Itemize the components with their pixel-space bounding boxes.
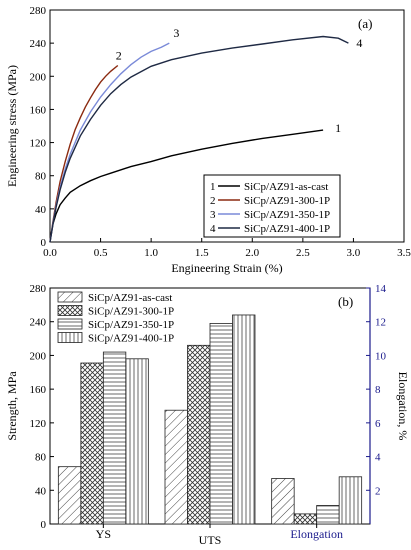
y-axis-title-b-right: Elongation, % xyxy=(396,372,410,441)
x-tick-label-b: UTS xyxy=(199,533,222,547)
y-tick-label-a: 80 xyxy=(35,171,47,183)
legend-a: 1 SiCp/AZ91-as-cast 2 SiCp/AZ91-300-1P 3 SiCp… xyxy=(203,174,341,238)
legend-marker-a: 4 xyxy=(210,223,216,235)
x-tick-label-a: 1.5 xyxy=(195,247,209,259)
y-tick-label-a: 240 xyxy=(30,38,47,50)
legend-swatch-b xyxy=(57,291,83,303)
x-tick-label-a: 0.0 xyxy=(43,247,57,259)
y-tick-label-b-right: 8 xyxy=(375,384,381,396)
y-tick-label-b-right: 4 xyxy=(375,452,381,464)
y-tick-label-b: 160 xyxy=(30,384,47,396)
x-tick-label-a: 3.0 xyxy=(347,247,361,259)
y-tick-label-b: 120 xyxy=(30,418,47,430)
x-axis-title-a: Engineering Strain (%) xyxy=(171,261,282,275)
plot-frame-a xyxy=(49,9,405,243)
y-tick-label-a: 120 xyxy=(30,138,47,150)
y-axis-title-a: Engineering stress (MPa) xyxy=(5,65,19,187)
y-tick-label-b: 200 xyxy=(30,350,47,362)
y-tick-label-b: 80 xyxy=(35,452,47,464)
x-tick-label-a: 1.0 xyxy=(144,247,158,259)
legend-label-a: SiCp/AZ91-400-1P xyxy=(244,223,330,235)
y-axis-title-b: Strength, MPa xyxy=(5,371,19,441)
x-tick-label-b: Elongation xyxy=(290,527,343,541)
curve-marker-4: 4 xyxy=(356,36,362,50)
x-tick-label-a: 2.5 xyxy=(296,247,310,259)
legend-label-b: SiCp/AZ91-as-cast xyxy=(88,292,172,304)
y-tick-label-a: 160 xyxy=(30,104,47,116)
legend-label-b: SiCp/AZ91-350-1P xyxy=(88,319,174,331)
series-line-2 xyxy=(49,64,119,243)
y-tick-label-b: 280 xyxy=(30,283,47,295)
legend-marker-a: 1 xyxy=(210,181,216,193)
bar-elongation-3 xyxy=(316,505,340,525)
y-tick-label-a: 0 xyxy=(41,237,47,249)
series-line-4 xyxy=(49,35,349,243)
y-tick-label-a: 280 xyxy=(30,5,47,17)
x-tick-label-a: 2.0 xyxy=(245,247,259,259)
bar-uts-1 xyxy=(164,409,188,525)
legend-marker-a: 3 xyxy=(210,209,216,221)
curve-markers-a: 1 2 3 4 xyxy=(116,26,363,135)
x-tick-label-b: YS xyxy=(96,527,111,541)
y-tick-label-b-right: 10 xyxy=(375,350,387,362)
bar-elongation-4 xyxy=(338,476,363,525)
bar-elongation-1 xyxy=(271,478,295,525)
legend-swatch-b xyxy=(57,332,83,343)
bar-ys-2 xyxy=(80,362,104,525)
legend-swatch-b xyxy=(57,305,83,316)
curve-marker-2: 2 xyxy=(116,49,122,63)
bar-ys-1 xyxy=(57,466,82,525)
bar-uts-2 xyxy=(187,344,211,525)
y-tick-label-b-right: 2 xyxy=(375,485,381,497)
x-tick-label-a: 3.5 xyxy=(397,247,411,259)
bar-ys-3 xyxy=(102,351,127,525)
legend-label-a: SiCp/AZ91-300-1P xyxy=(244,195,330,207)
y-tick-label-b-right: 12 xyxy=(375,317,386,329)
bar-uts-3 xyxy=(209,322,233,525)
bars-b xyxy=(57,314,363,525)
bar-ys-4 xyxy=(125,358,149,525)
y-tick-label-b: 0 xyxy=(41,519,47,531)
x-tick-label-a: 0.5 xyxy=(94,247,108,259)
bar-elongation-2 xyxy=(293,513,318,525)
y-tick-label-b: 240 xyxy=(30,317,47,329)
legend-b: SiCp/AZ91-as-castSiCp/AZ91-300-1PSiCp/AZ… xyxy=(57,291,174,345)
panel-label-a: (a) xyxy=(358,16,372,31)
curve-marker-1: 1 xyxy=(335,121,341,135)
y-tick-label-a: 200 xyxy=(30,71,47,83)
bar-chart: 0 40 80 120 160 200 240 280 2 4 6 8 10 12 14 YS UTS Elong… xyxy=(5,283,410,547)
y-tick-label-b-right: 6 xyxy=(375,418,381,430)
legend-label-b: SiCp/AZ91-400-1P xyxy=(88,333,174,345)
series-lines-a xyxy=(49,35,349,243)
y-tick-label-a: 40 xyxy=(35,204,47,216)
legend-label-a: SiCp/AZ91-as-cast xyxy=(244,181,328,193)
legend-swatch-b xyxy=(57,318,83,330)
legend-label-b: SiCp/AZ91-300-1P xyxy=(88,306,174,318)
legend-marker-a: 2 xyxy=(210,195,216,207)
y-tick-label-b: 40 xyxy=(35,485,47,497)
series-line-1 xyxy=(49,129,324,243)
panel-label-b: (b) xyxy=(338,294,353,309)
y-tick-label-b-right: 14 xyxy=(375,283,387,295)
legend-label-a: SiCp/AZ91-350-1P xyxy=(244,209,330,221)
curve-marker-3: 3 xyxy=(173,26,179,40)
axis-ticks-b: 0 40 80 120 160 200 240 280 2 4 6 8 10 12 14 YS UTS Elong… xyxy=(30,283,387,547)
bar-uts-4 xyxy=(232,314,256,525)
stress-strain-chart: 0.0 0.5 1.0 1.5 2.0 2.5 3.0 3.50408012016020024… xyxy=(5,5,411,275)
